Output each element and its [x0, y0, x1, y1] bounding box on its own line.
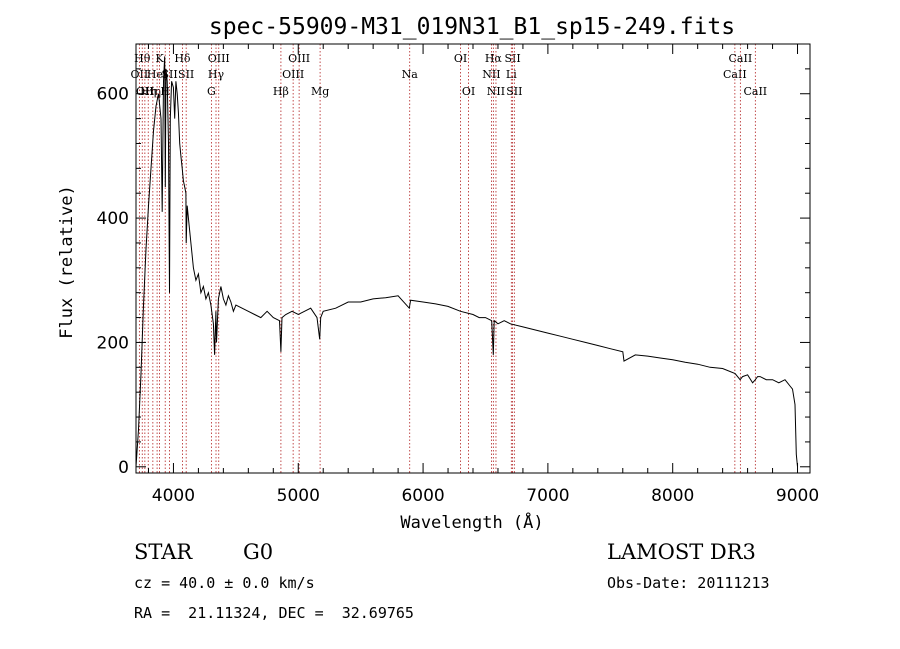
line-marker-label: G — [207, 85, 216, 98]
line-marker-label: OII — [136, 85, 154, 98]
line-marker-label: OI — [462, 85, 475, 98]
object-class: STAR — [134, 540, 193, 564]
line-marker-label: Hα — [485, 52, 503, 65]
y-tick-label: 400 — [97, 209, 129, 229]
line-marker-label: OI — [454, 52, 467, 65]
line-marker-label: OIII — [288, 52, 310, 65]
y-tick-label: 200 — [97, 333, 129, 353]
y-axis-label: Flux (relative) — [57, 185, 77, 339]
line-marker-label: Hθ — [134, 52, 151, 65]
line-marker-label: NII — [487, 85, 505, 98]
line-marker-label: NII — [482, 68, 500, 81]
line-marker-label: SII — [504, 52, 520, 65]
x-tick-label: 4000 — [152, 486, 195, 506]
line-marker-label: OII — [131, 68, 149, 81]
line-marker-label: Hδ — [174, 52, 191, 65]
line-marker-label: Hβ — [273, 85, 289, 98]
line-marker-label: CaII — [723, 68, 747, 81]
x-axis-ticks: 4000 5000 6000 7000 8000 9000 — [147, 44, 819, 506]
line-marker-label: SII — [506, 85, 522, 98]
line-marker-label: Mg — [311, 85, 329, 98]
line-marker-label: Hη — [140, 85, 156, 98]
line-marker-label: CaII — [743, 85, 767, 98]
line-marker-label: K — [155, 52, 164, 65]
line-marker-label: OIII — [208, 52, 230, 65]
line-marker-label: SII — [178, 68, 194, 81]
x-tick-label: 6000 — [401, 486, 444, 506]
coordinates-text: RA = 21.11324, DEC = 32.69765 — [134, 604, 414, 622]
chart-title: spec-55909-M31_019N31_B1_sp15-249.fits — [209, 14, 735, 40]
survey-name: LAMOST DR3 — [607, 540, 756, 564]
x-tick-label: 9000 — [776, 486, 819, 506]
line-marker-label: OIII — [282, 68, 304, 81]
line-markers-group: OIIHθOIIHηHηHeIKHSIIHδSIIGHγOIIIHβOIIIOI… — [131, 44, 767, 473]
spectrum-line — [135, 56, 798, 467]
y-axis-ticks: 0 200 400 600 — [97, 68, 810, 478]
line-marker-label: CaII — [729, 52, 753, 65]
object-subclass: G0 — [243, 540, 274, 564]
x-tick-label: 5000 — [277, 486, 320, 506]
y-tick-label: 600 — [97, 85, 129, 105]
line-marker-label: HeI — [147, 68, 167, 81]
obs-date: Obs-Date: 20111213 — [607, 574, 770, 592]
line-marker-label: Hγ — [208, 68, 225, 81]
plot-frame — [135, 43, 811, 474]
line-marker-label: Li — [506, 68, 517, 81]
x-tick-label: 7000 — [526, 486, 569, 506]
redshift-text: cz = 40.0 ± 0.0 km/s — [134, 574, 315, 592]
y-tick-label: 0 — [118, 458, 129, 478]
x-tick-label: 8000 — [651, 486, 694, 506]
line-marker-label: Hη — [145, 85, 161, 98]
x-axis-label: Wavelength (Å) — [400, 511, 543, 533]
line-marker-label: Na — [402, 68, 419, 81]
